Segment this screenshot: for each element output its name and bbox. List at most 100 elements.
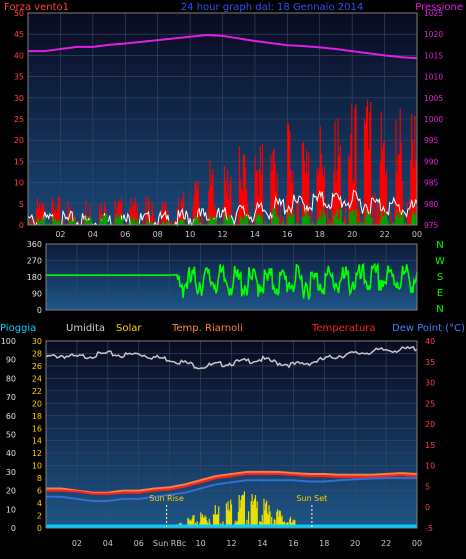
panel3-inner-tick-label: 16 (32, 424, 42, 433)
panel3-inner-tick-label: 24 (32, 374, 42, 383)
panel1-x-tick-label: 02 (55, 230, 65, 239)
panel1-left-tick-label: 0 (19, 221, 24, 230)
panel3-left-tick-label: 90 (6, 356, 16, 365)
panel1-right-tick-label: 985 (424, 179, 439, 188)
panel2-left-tick-label: 270 (27, 257, 42, 266)
panel3-x-tick-label: 04 (103, 539, 113, 548)
panel3-inner-tick-label: 8 (37, 474, 42, 483)
panel2-left-tick-label: 360 (27, 240, 42, 249)
panel3-inner-tick-label: 20 (32, 399, 42, 408)
panel2-frame (45, 243, 418, 311)
panel1-right-tick-label: 1000 (424, 115, 443, 124)
panel3-x-tick-label: 02 (72, 539, 82, 548)
panel1-x-tick-label: 12 (217, 230, 227, 239)
sun-rise-label: Sun Rise (149, 494, 184, 503)
panel3-x-tick-label: 10 (195, 539, 205, 548)
panel3-inner-tick-label: 12 (32, 449, 42, 458)
panel1-x-tick-label: 04 (88, 230, 98, 239)
panel1-x-tick-label: 06 (120, 230, 130, 239)
panel3-x-tick-label: 06 (134, 539, 144, 548)
panel1-frame (27, 12, 418, 226)
panel3-right-tick-label: 30 (425, 379, 435, 388)
panel3-inner-tick-label: 28 (32, 349, 42, 358)
series-pressione-line (28, 34, 418, 60)
panel3-inner-tick-label: 18 (32, 412, 42, 421)
compass-label: E (437, 288, 443, 299)
panel3-inner-tick-label: 30 (32, 337, 42, 346)
panel3-x-ticks: 02 04 06 Sun RBc 10 12 14 16 18 20 22 00 (72, 539, 422, 548)
panel3-left-tick-label: 40 (6, 449, 16, 458)
panel3-x-tick-label: 20 (350, 539, 360, 548)
panel1-x-tick-label: 08 (153, 230, 163, 239)
legend-item: Umidita (66, 323, 105, 334)
series-temp-riarnoli-line (46, 470, 418, 494)
panel1-x-tick-label: 14 (250, 230, 260, 239)
panel3-right-tick-label: 20 (425, 420, 435, 429)
panel1-x-tick-label: 20 (347, 230, 357, 239)
panel3-right-tick-label: 25 (425, 399, 435, 408)
panel1-right-ticks: 975 980 985 990 995 1000 1005 1010 1015 1020 1025 (424, 9, 443, 230)
legend-item: Pioggia (0, 323, 36, 334)
panel3-annotations: Sun Rise Sun Set (149, 494, 327, 528)
panel3-right-tick-label: -5 (425, 524, 433, 533)
panel1-x-tick-label: 16 (282, 230, 292, 239)
panel3-left-tick-label: 10 (6, 505, 16, 514)
panel1-right-tick-label: 990 (424, 157, 439, 166)
panel3-left-tick-label: 60 (6, 412, 16, 421)
panel1-left-tick-label: 5 (19, 200, 24, 209)
panel3-left-tick-label: 30 (6, 468, 16, 477)
panel1-x-tick-label: 18 (315, 230, 325, 239)
panel3-left-tick-label: 0 (11, 524, 16, 533)
panel3-inner-tick-label: 22 (32, 387, 42, 396)
panel1-left-label: Forza vento1 (4, 2, 69, 13)
panel3-right-tick-label: 5 (425, 482, 430, 491)
series-umidita-line (45, 345, 418, 370)
panel1-right-label: Pressione (415, 2, 463, 13)
legend-item: Temp. Riarnoli (171, 323, 243, 334)
panel1-right-tick-label: 1010 (424, 73, 443, 82)
panel3-left-ticks: 0 10 20 30 40 50 60 70 80 90 100 (1, 337, 16, 533)
sun-set-label: Sun Set (296, 494, 327, 503)
panel1-right-tick-label: 995 (424, 136, 439, 145)
panel3-inner-tick-label: 26 (32, 362, 42, 371)
panel1-right-tick-label: 975 (424, 221, 439, 230)
panel3-inner-tick-label: 2 (37, 512, 42, 521)
panel1-x-tick-label: 00 (412, 230, 422, 239)
panel3-right-tick-label: 40 (425, 337, 435, 346)
panel1-left-tick-label: 10 (14, 179, 24, 188)
compass-label: N (436, 240, 443, 251)
panel3-left-tick-label: 50 (6, 431, 16, 440)
panel3-x-tick-label: 16 (288, 539, 298, 548)
panel3-left-tick-label: 20 (6, 487, 16, 496)
series-direzione-vento-line (46, 262, 418, 300)
panel3-x-tick-label: 00 (412, 539, 422, 548)
panel2-left-tick-label: 180 (27, 273, 42, 282)
panel1-left-tick-label: 15 (14, 157, 24, 166)
panel3-inner-tick-label: 14 (32, 437, 42, 446)
panel3-x-tick-label: Sun RBc (153, 539, 186, 548)
series-temperatura-line (46, 473, 418, 495)
panel3-inner-tick-label: 10 (32, 462, 42, 471)
panel2-left-ticks: 0 90 180 270 360 (27, 240, 42, 315)
panel3-x-tick-label: 12 (226, 539, 236, 548)
panel3-left-tick-label: 70 (6, 393, 16, 402)
panel1-left-tick-label: 45 (14, 30, 24, 39)
panel3-right-tick-label: 15 (425, 441, 435, 450)
panel3-left-tick-label: 80 (6, 374, 16, 383)
panel1-left-tick-label: 20 (14, 136, 24, 145)
panel3-x-tick-label: 22 (381, 539, 391, 548)
panel3-x-tick-label: 14 (257, 539, 267, 548)
panel1-right-tick-label: 1015 (424, 51, 443, 60)
panel3-series (45, 345, 418, 528)
compass-label: N (436, 304, 443, 315)
panel2-series (46, 262, 418, 300)
panel3-inner-tick-label: 6 (37, 487, 42, 496)
panel1-left-tick-label: 25 (14, 115, 24, 124)
panel1-x-tick-label: 10 (185, 230, 195, 239)
